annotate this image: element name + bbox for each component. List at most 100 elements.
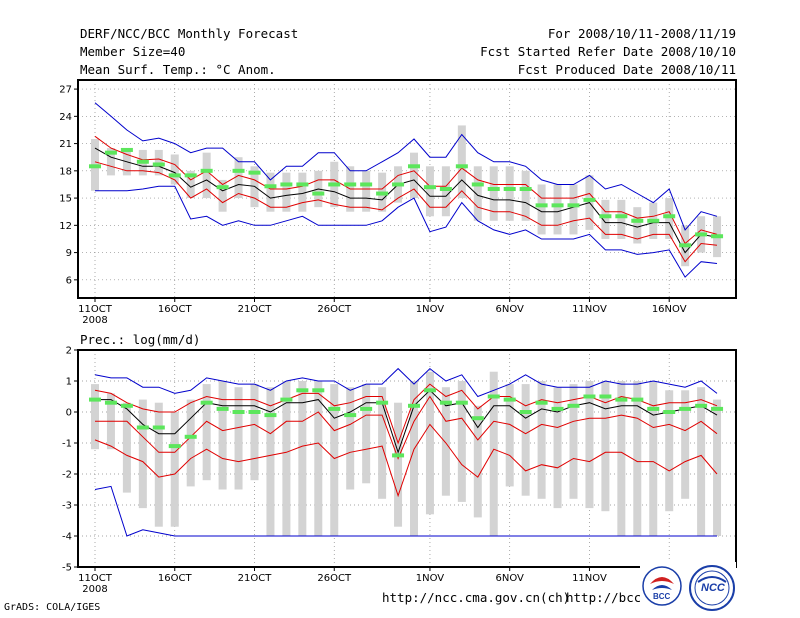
spread-bar bbox=[601, 381, 610, 512]
spread-bar bbox=[553, 184, 562, 235]
y-tick-label: -3 bbox=[62, 501, 72, 512]
spread-bar bbox=[410, 381, 418, 536]
spread-bar bbox=[633, 381, 642, 536]
spread-bar bbox=[314, 381, 323, 536]
spread-bar bbox=[585, 381, 594, 509]
y-tick-label: 12 bbox=[59, 221, 72, 232]
spread-bar bbox=[410, 152, 418, 199]
median-marker bbox=[264, 184, 277, 189]
spread-bar bbox=[298, 172, 307, 212]
median-marker bbox=[264, 413, 277, 418]
spread-bar bbox=[713, 399, 722, 536]
x-tick-year: 2008 bbox=[82, 584, 107, 595]
series-line-sd_lower bbox=[94, 161, 718, 263]
ncc-logo-icon bbox=[689, 565, 735, 611]
series-line-min bbox=[94, 485, 717, 537]
series-line-max bbox=[94, 367, 718, 398]
median-marker bbox=[567, 403, 580, 408]
spread-bar bbox=[473, 405, 482, 518]
bcc-logo-icon bbox=[642, 566, 682, 606]
x-tick-label: 26OCT bbox=[317, 573, 352, 584]
y-tick-label: 2 bbox=[66, 346, 72, 357]
series-line-sd_upper bbox=[94, 135, 718, 245]
median-marker bbox=[519, 187, 532, 191]
y-tick-label: 9 bbox=[66, 248, 72, 259]
median-marker bbox=[89, 397, 101, 402]
median-marker bbox=[344, 413, 357, 418]
median-marker bbox=[567, 203, 580, 208]
spread-bar bbox=[266, 387, 275, 536]
median-marker bbox=[711, 234, 724, 239]
spread-bar bbox=[457, 381, 466, 502]
spread-bar bbox=[473, 166, 482, 221]
series-line-sd_upper bbox=[94, 383, 718, 445]
series-line-max bbox=[94, 102, 718, 231]
x-tick-label: 26OCT bbox=[317, 304, 352, 315]
median-marker bbox=[439, 400, 452, 405]
spread-bar bbox=[378, 387, 387, 499]
x-tick-label: 11OCT bbox=[78, 573, 113, 584]
median-marker bbox=[631, 397, 644, 402]
y-tick-label: 24 bbox=[59, 112, 72, 123]
median-marker bbox=[471, 416, 484, 421]
spread-bar bbox=[282, 172, 291, 212]
spread-bar bbox=[521, 170, 530, 221]
median-marker bbox=[296, 388, 309, 393]
median-marker bbox=[152, 425, 165, 430]
spread-bar bbox=[106, 148, 115, 176]
spread-bar bbox=[633, 207, 642, 244]
median-marker bbox=[535, 400, 548, 405]
spread-bar bbox=[346, 387, 355, 490]
median-marker bbox=[471, 182, 484, 187]
median-marker bbox=[104, 400, 117, 405]
plot-frame bbox=[77, 79, 737, 299]
chart-title: DERF/NCC/BCC Monthly Forecast bbox=[80, 26, 299, 41]
median-marker bbox=[423, 185, 436, 190]
median-marker bbox=[503, 187, 516, 191]
y-tick-label: 21 bbox=[59, 139, 72, 150]
spread-bar bbox=[569, 184, 578, 235]
median-marker bbox=[200, 400, 213, 405]
median-marker bbox=[392, 453, 405, 458]
median-marker bbox=[647, 406, 660, 411]
spread-bar bbox=[298, 381, 307, 536]
spread-bar bbox=[425, 166, 434, 217]
variable-label: Mean Surf. Temp.: °C Anom. bbox=[80, 62, 276, 77]
url-ch[interactable]: http://ncc.cma.gov.cn(ch) bbox=[382, 590, 571, 605]
grads-credit: GrADS: COLA/IGES bbox=[4, 602, 101, 613]
spread-bar bbox=[170, 154, 179, 185]
series-line-sd_lower2 bbox=[94, 423, 718, 498]
series-line-mean bbox=[94, 147, 718, 254]
median-marker bbox=[647, 218, 660, 223]
median-marker bbox=[439, 187, 452, 191]
start-ref-date: Fcst Started Refer Date 2008/10/10 bbox=[480, 44, 736, 59]
median-marker bbox=[408, 164, 420, 169]
forecast-period: For 2008/10/11-2008/11/19 bbox=[547, 26, 736, 41]
spread-bar bbox=[489, 166, 498, 221]
spread-bar bbox=[202, 152, 211, 199]
spread-bar bbox=[122, 402, 131, 493]
median-marker bbox=[455, 400, 468, 405]
spread-bar bbox=[505, 384, 514, 487]
median-marker bbox=[408, 403, 420, 408]
median-marker bbox=[232, 410, 245, 414]
y-tick-label: -2 bbox=[62, 470, 72, 481]
spread-bar bbox=[234, 387, 243, 490]
median-marker bbox=[248, 410, 261, 414]
median-marker bbox=[583, 394, 596, 399]
spread-bar bbox=[457, 125, 466, 199]
spread-bar bbox=[394, 402, 403, 527]
spread-bar bbox=[617, 199, 626, 239]
median-marker bbox=[312, 388, 325, 393]
median-marker bbox=[583, 197, 596, 202]
median-marker bbox=[711, 406, 724, 411]
median-marker bbox=[695, 232, 708, 237]
spread-bar bbox=[649, 381, 658, 536]
median-marker bbox=[184, 434, 197, 439]
y-tick-label: -5 bbox=[62, 563, 72, 574]
spread-bar bbox=[234, 157, 243, 199]
spread-bar bbox=[362, 170, 371, 212]
y-tick-label: 27 bbox=[59, 85, 72, 96]
url-en[interactable]: http://bcc.c bbox=[566, 590, 657, 605]
